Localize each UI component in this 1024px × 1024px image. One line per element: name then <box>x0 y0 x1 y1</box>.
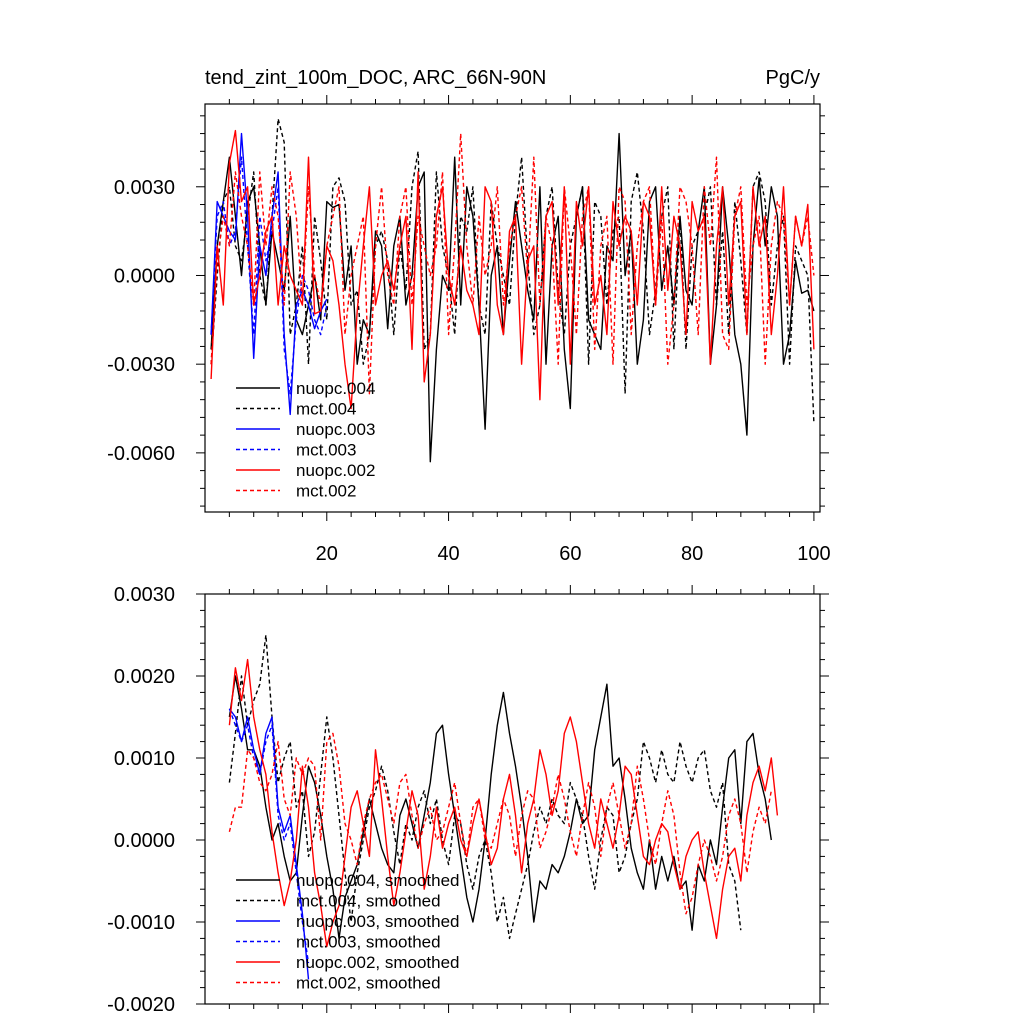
y-tick-label: -0.0060 <box>107 443 175 465</box>
series-line-nuopc-004-smoothed <box>228 675 772 940</box>
legend-label: mct.004 <box>296 400 356 419</box>
legend-label: mct.003, smoothed <box>296 933 441 952</box>
x-tick-label: 20 <box>316 543 338 565</box>
top-panel: 20 40 60 80 100 -0.0060 -0.0030 0.0000 0.0030 nuo… <box>107 95 831 565</box>
legend-label: nuopc.004, smoothed <box>296 871 460 890</box>
series-line-mct-002-smoothed <box>228 732 772 915</box>
y-tick-label: 0.0030 <box>114 177 175 199</box>
units-label: PgC/y <box>766 67 820 89</box>
series-lines <box>210 118 815 463</box>
series-lines <box>228 634 779 980</box>
y-tick-label: 0.0020 <box>114 666 175 688</box>
plot-frame <box>204 593 821 1005</box>
y-tick-label: 0.0030 <box>114 584 175 606</box>
y-tick-label: -0.0030 <box>107 354 175 376</box>
series-line-mct-003-smoothed <box>228 708 310 964</box>
legend-label: nuopc.003 <box>296 420 375 439</box>
chart-title: tend_zint_100m_DOC, ARC_66N-90N <box>205 67 546 89</box>
x-tick-label: 80 <box>681 543 703 565</box>
legend-label: mct.002, smoothed <box>296 974 441 993</box>
legend-label: mct.004, smoothed <box>296 892 441 911</box>
x-tick-label: 60 <box>559 543 581 565</box>
legend-label: mct.002 <box>296 482 356 501</box>
series-line-mct-004 <box>210 118 815 424</box>
series-line-mct-002 <box>210 132 815 395</box>
legend-label: mct.003 <box>296 441 356 460</box>
legend-label: nuopc.004 <box>296 379 375 398</box>
series-line-mct-003 <box>210 156 328 395</box>
legend-label: nuopc.002 <box>296 461 375 480</box>
plot-frame <box>204 103 821 513</box>
x-tick-label: 40 <box>437 543 459 565</box>
bottom-panel: -0.0020 -0.0010 0.0000 0.0010 0.0020 0.0030 nu… <box>107 584 829 1016</box>
y-tick-label: 0.0000 <box>114 265 175 287</box>
x-tick-label: 100 <box>797 543 830 565</box>
y-tick-label: -0.0020 <box>107 994 175 1016</box>
y-tick-label: 0.0000 <box>114 830 175 852</box>
series-line-nuopc-003-smoothed <box>228 708 310 980</box>
y-tick-label: 0.0010 <box>114 748 175 770</box>
series-line-nuopc-002 <box>210 129 815 410</box>
legend-label: nuopc.003, smoothed <box>296 912 460 931</box>
y-tick-label: -0.0010 <box>107 912 175 934</box>
legend-label: nuopc.002, smoothed <box>296 953 460 972</box>
